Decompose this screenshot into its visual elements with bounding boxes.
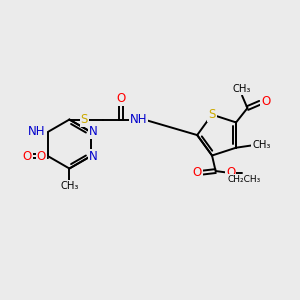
- Text: O: O: [22, 150, 32, 163]
- Text: S: S: [81, 113, 88, 126]
- Text: CH₃: CH₃: [60, 181, 79, 191]
- Text: N: N: [88, 150, 97, 163]
- Text: NH: NH: [130, 113, 147, 126]
- Text: N: N: [88, 125, 97, 138]
- Text: CH₃: CH₃: [233, 84, 251, 94]
- Text: O: O: [117, 92, 126, 105]
- Text: CH₃: CH₃: [252, 140, 271, 150]
- Text: O: O: [261, 95, 271, 108]
- Text: O: O: [226, 166, 235, 179]
- Text: S: S: [208, 108, 216, 121]
- Text: O: O: [193, 166, 202, 179]
- Text: CH₂CH₃: CH₂CH₃: [227, 175, 260, 184]
- Text: O: O: [37, 150, 46, 163]
- Text: NH: NH: [28, 125, 46, 138]
